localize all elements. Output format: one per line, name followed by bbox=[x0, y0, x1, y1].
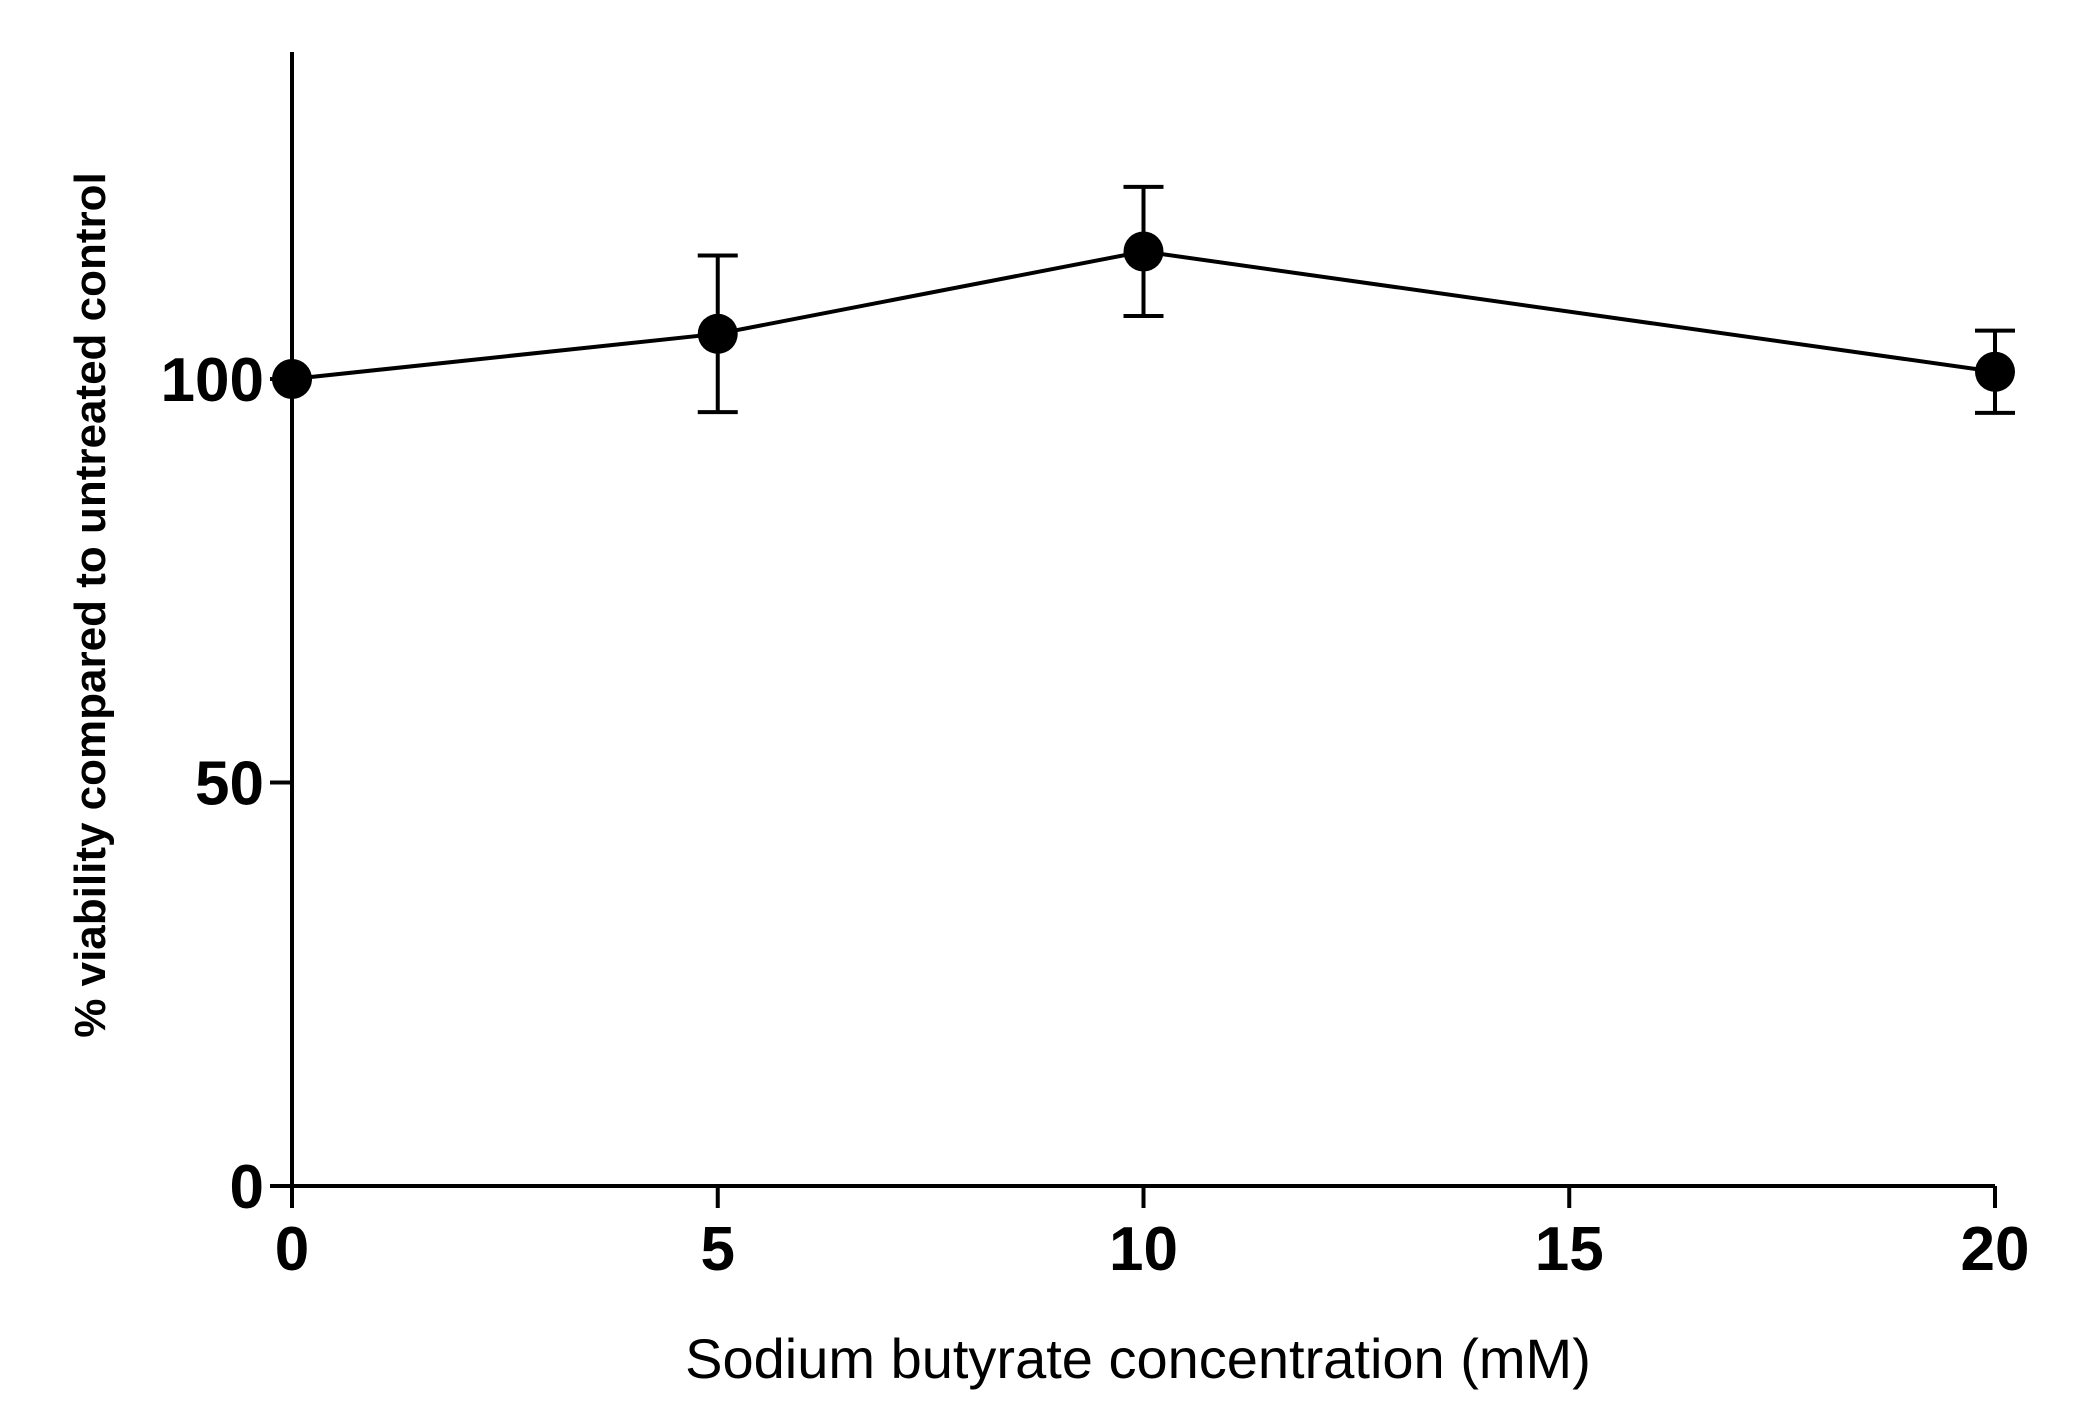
x-tick-label: 0 bbox=[275, 1215, 309, 1284]
x-tick-label: 20 bbox=[1961, 1215, 2030, 1284]
x-axis: 0 5 10 15 20 bbox=[275, 1184, 2030, 1284]
x-tick-label: 10 bbox=[1109, 1215, 1178, 1284]
y-tick-label: 0 bbox=[230, 1153, 264, 1222]
series-line bbox=[291, 249, 1996, 381]
x-tick-label: 15 bbox=[1535, 1215, 1604, 1284]
data-point bbox=[1123, 231, 1164, 272]
data-point bbox=[1975, 351, 2015, 392]
y-axis: 0 50 100 bbox=[161, 52, 294, 1222]
y-axis-title: % viability compared to untreated contro… bbox=[66, 172, 115, 1037]
y-tick-label: 100 bbox=[161, 346, 264, 415]
x-tick-label: 5 bbox=[701, 1215, 735, 1284]
data-point bbox=[697, 313, 738, 354]
data-point bbox=[272, 359, 312, 399]
x-axis-title: Sodium butyrate concentration (mM) bbox=[685, 1327, 1591, 1390]
y-tick-label: 50 bbox=[195, 750, 264, 819]
series-layer bbox=[272, 184, 2015, 415]
